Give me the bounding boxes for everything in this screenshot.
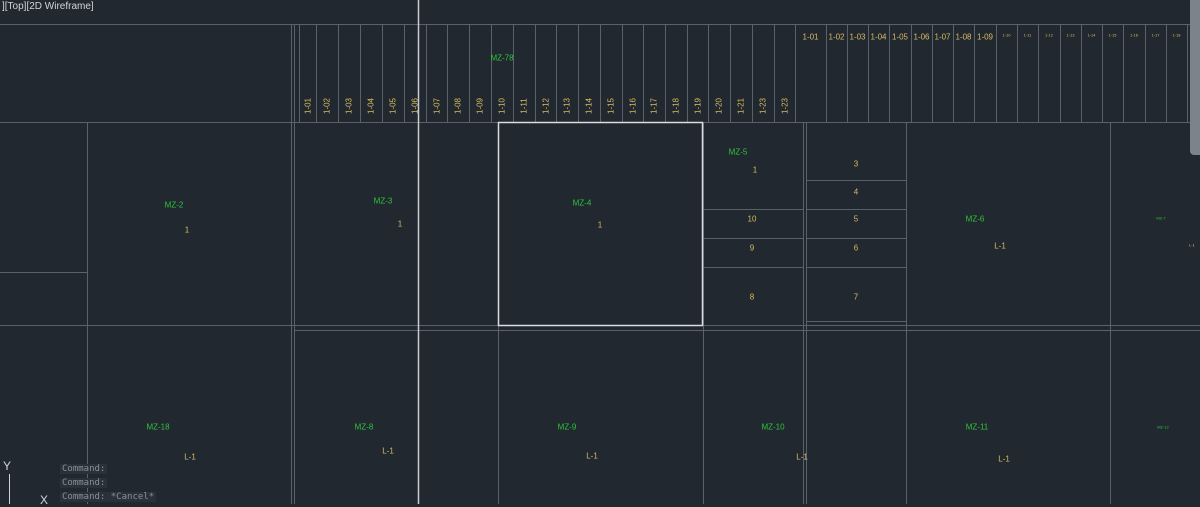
- zone-label: MZ-3: [373, 196, 393, 206]
- command-history-line: Command: *Cancel*: [60, 492, 157, 502]
- unit-label: 1-12: [541, 97, 550, 115]
- unit-label: 1: [752, 165, 758, 175]
- unit-label: 1-08: [955, 32, 972, 42]
- selected-zone-mz-4[interactable]: [497, 121, 704, 327]
- unit-label: 1: [397, 219, 403, 229]
- unit-label: 1-15: [606, 97, 616, 115]
- unit-label: L-1: [1189, 242, 1195, 248]
- zone-label: MZ-18: [146, 422, 170, 432]
- unit-label: 4: [853, 187, 859, 197]
- unit-label: 1-16: [628, 97, 637, 115]
- unit-label: 1-02: [828, 32, 845, 42]
- command-history-line: Command:: [60, 478, 108, 488]
- unit-label: 1-17: [649, 97, 659, 115]
- unit-label: 1-04: [366, 97, 376, 115]
- unit-label: 7: [853, 292, 859, 302]
- unit-label: 9: [749, 243, 755, 253]
- unit-label: 1-12: [1044, 32, 1054, 38]
- zone-label: MZ-2: [164, 200, 184, 210]
- unit-label: 6: [853, 243, 859, 253]
- navigation-bar[interactable]: [1190, 0, 1200, 155]
- unit-label: 1-02: [322, 97, 332, 115]
- unit-label: 1-09: [976, 32, 994, 42]
- unit-label: 3: [853, 159, 859, 169]
- unit-label: L-1: [586, 451, 598, 461]
- unit-label: 8: [749, 292, 755, 302]
- unit-label: 1-09: [475, 97, 485, 115]
- unit-label: 1-23: [758, 97, 768, 115]
- unit-label: 1-05: [388, 97, 398, 115]
- unit-label: 1-18: [671, 97, 681, 115]
- unit-label: 1-07: [934, 32, 951, 42]
- unit-label: L-1: [382, 446, 394, 456]
- unit-label: 1-14: [1087, 32, 1096, 38]
- unit-label: L-1: [796, 452, 808, 462]
- unit-label: 1-18: [1172, 32, 1181, 38]
- unit-label: L-1: [994, 241, 1006, 251]
- zone-label: MZ-12: [1157, 424, 1169, 430]
- unit-label: 1-03: [849, 32, 866, 42]
- unit-label: 1-16: [1129, 32, 1139, 38]
- unit-label: 1-20: [714, 97, 724, 115]
- unit-label: 1-15: [1108, 32, 1117, 38]
- ucs-y-axis-label: Y: [3, 459, 12, 473]
- unit-label: 1-01: [802, 32, 819, 42]
- unit-label: L-1: [998, 454, 1010, 464]
- unit-label: 1-04: [870, 32, 887, 42]
- ucs-x-axis-label: X: [40, 493, 49, 507]
- zone-label: MZ-8: [354, 422, 374, 432]
- zone-label: MZ-11: [965, 422, 989, 432]
- unit-label: 5: [853, 214, 859, 224]
- viewport-controls-label[interactable]: ][Top][2D Wireframe]: [2, 1, 94, 12]
- unit-label: 1-17: [1151, 32, 1160, 38]
- unit-label: 1-11: [1023, 32, 1032, 38]
- unit-label: 1-13: [562, 97, 572, 115]
- unit-label: 1-14: [584, 97, 594, 115]
- unit-label: 1-21: [736, 97, 746, 115]
- zone-label: MZ-5: [728, 147, 748, 157]
- unit-label: 10: [747, 214, 757, 224]
- command-history-line: Command:: [60, 464, 108, 474]
- unit-label: 1-07: [432, 97, 441, 115]
- zone-label: MZ-78: [490, 53, 514, 63]
- unit-label: 1-06: [913, 32, 930, 42]
- unit-label: 1: [184, 225, 190, 235]
- unit-label: 1-06: [410, 97, 420, 115]
- ucs-icon: [9, 474, 10, 504]
- unit-label: 1-11: [519, 98, 529, 114]
- unit-label: 1-03: [344, 97, 354, 115]
- zone-label: MZ-4: [572, 198, 592, 208]
- unit-label: 1-10: [1002, 32, 1011, 38]
- unit-label: 1-08: [453, 97, 463, 115]
- unit-label: 1-10: [497, 97, 507, 115]
- unit-label: 1-01: [303, 97, 312, 115]
- zone-label: MZ-7: [1156, 215, 1166, 221]
- unit-label: L-1: [184, 452, 196, 462]
- zone-label: MZ-10: [761, 422, 785, 432]
- unit-label: 1-13: [1066, 32, 1075, 38]
- unit-label: 1-19: [693, 97, 702, 115]
- unit-label: 1-23: [780, 97, 789, 115]
- zone-label: MZ-6: [965, 214, 985, 224]
- zone-label: MZ-9: [557, 422, 577, 432]
- unit-label: 1: [597, 220, 603, 230]
- unit-label: 1-05: [891, 32, 909, 42]
